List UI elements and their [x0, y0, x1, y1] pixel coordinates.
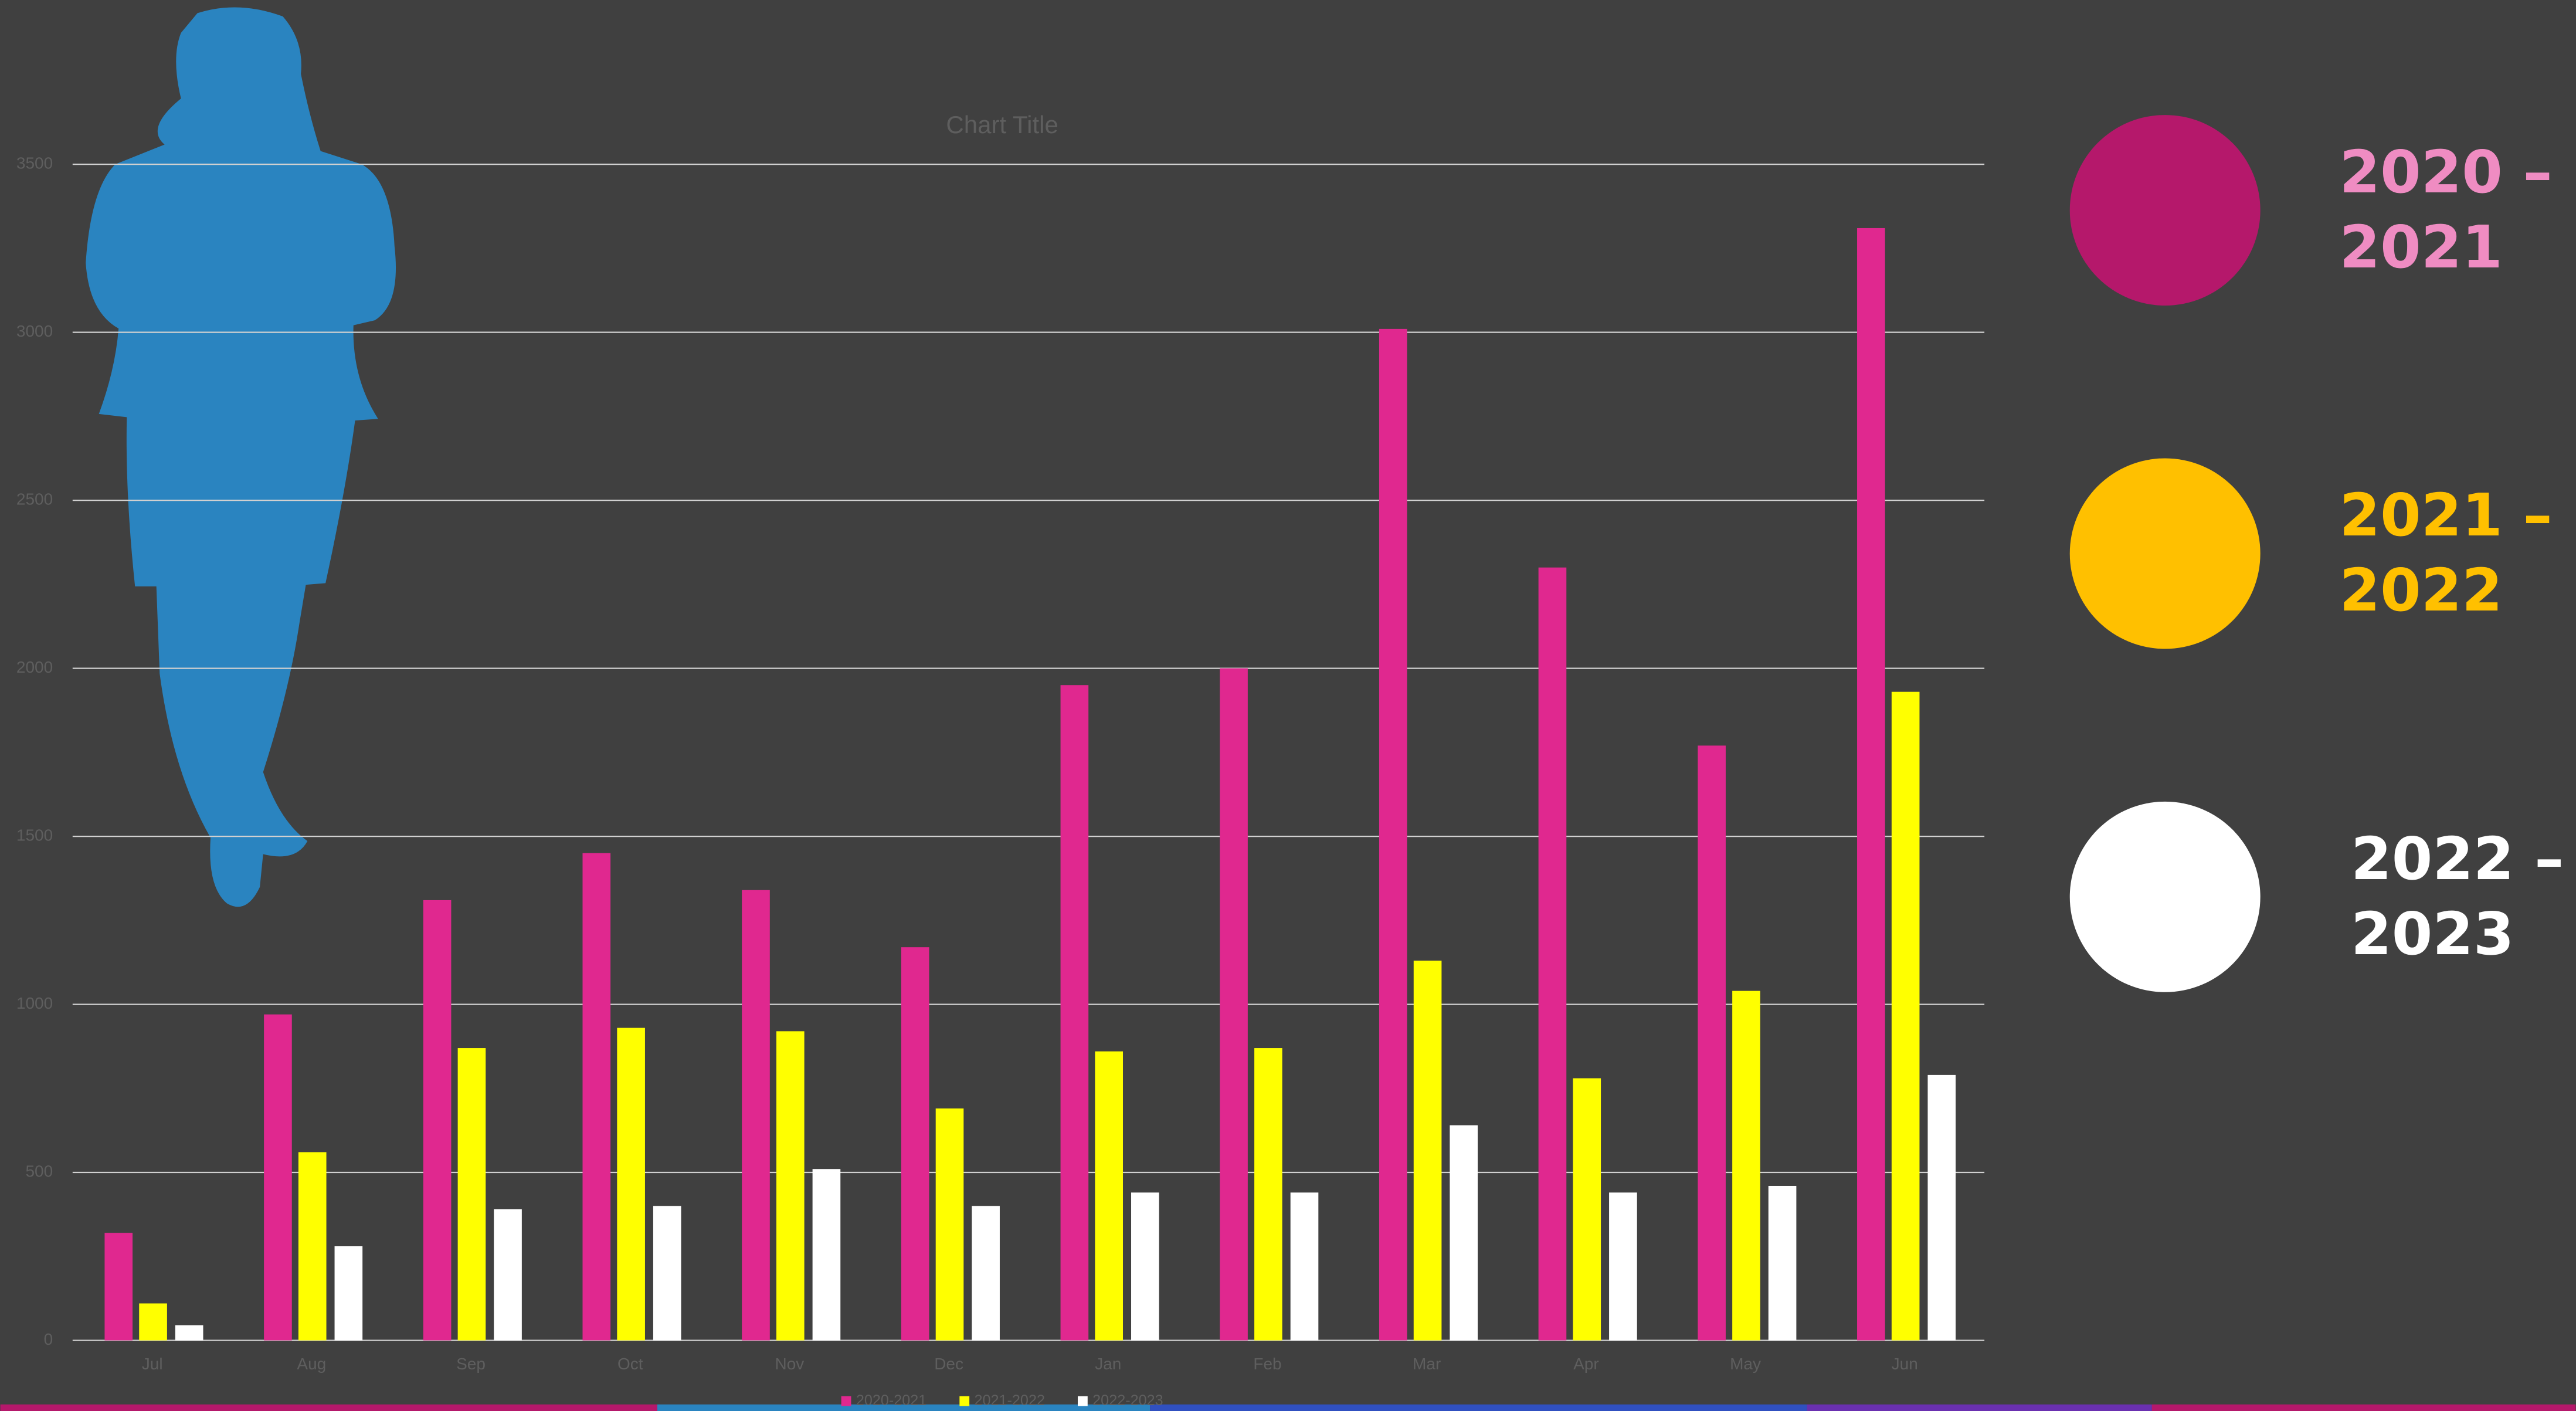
bar: [104, 1233, 133, 1341]
bar: [1290, 1192, 1319, 1341]
x-tick-label: Oct: [617, 1355, 643, 1373]
y-tick-label: 3500: [16, 154, 53, 172]
bar: [423, 900, 452, 1341]
x-tick-label: Apr: [1573, 1355, 1599, 1373]
bar: [617, 1027, 645, 1341]
y-tick-label: 0: [44, 1330, 53, 1348]
bar: [1573, 1078, 1601, 1341]
bar: [264, 1014, 292, 1341]
bar: [1220, 668, 1248, 1341]
legend-swatch: [1077, 1396, 1088, 1406]
bar: [1450, 1125, 1478, 1341]
legend-label: 2020-2021: [856, 1392, 926, 1409]
bar: [298, 1152, 327, 1341]
bar: [935, 1108, 964, 1341]
x-tick-label: Feb: [1253, 1355, 1281, 1373]
bar: [1891, 691, 1920, 1341]
bar: [582, 853, 611, 1341]
x-tick-label: Mar: [1413, 1355, 1441, 1373]
x-tick-label: Sep: [456, 1355, 486, 1373]
y-tick-label: 2000: [16, 658, 53, 676]
footer-stripe: [657, 1404, 1150, 1411]
x-tick-label: Jun: [1892, 1355, 1918, 1373]
bar: [1732, 991, 1760, 1341]
bar: [742, 890, 770, 1341]
y-tick-label: 1500: [16, 826, 53, 844]
bar: [776, 1031, 805, 1341]
bar: [1857, 228, 1885, 1341]
bar: [1131, 1192, 1159, 1341]
legend-swatch: [841, 1396, 851, 1406]
footer-stripe: [0, 1404, 657, 1411]
legend-text: 2022 – 2023: [2351, 824, 2564, 968]
x-tick-label: Aug: [297, 1355, 326, 1373]
bar: [1254, 1048, 1282, 1341]
bar: [139, 1303, 167, 1341]
legend-text: 2020 – 2021: [2339, 137, 2553, 281]
bar: [175, 1325, 203, 1341]
legend-circle: [2069, 458, 2261, 649]
legend-text: 2021 – 2022: [2339, 481, 2553, 625]
bar: [334, 1246, 363, 1341]
x-tick-label: Jan: [1095, 1355, 1121, 1373]
bar: [457, 1048, 486, 1341]
y-tick-label: 500: [25, 1162, 53, 1180]
y-tick-label: 3000: [16, 322, 53, 340]
legend-label: 2021-2022: [975, 1392, 1045, 1409]
bar: [1413, 961, 1442, 1341]
bar: [972, 1206, 1000, 1341]
bar: [901, 947, 929, 1341]
x-tick-label: Jul: [142, 1355, 163, 1373]
bar: [494, 1209, 522, 1341]
chart-title: Chart Title: [946, 111, 1058, 138]
bar: [812, 1169, 841, 1341]
bar: [1609, 1192, 1637, 1341]
y-tick-label: 1000: [16, 994, 53, 1012]
bar: [1379, 328, 1407, 1341]
legend-circle: [2069, 801, 2261, 992]
x-tick-label: Dec: [934, 1355, 963, 1373]
footer-stripe: [1807, 1404, 2152, 1411]
x-tick-label: Nov: [775, 1355, 805, 1373]
bar: [1538, 567, 1567, 1341]
legend-label: 2022-2023: [1092, 1392, 1163, 1409]
bar: [1927, 1074, 1956, 1341]
legend-circle: [2069, 115, 2261, 306]
bar: [1060, 685, 1089, 1341]
legend-swatch: [959, 1396, 970, 1406]
bar: [653, 1206, 681, 1341]
footer-stripe: [2151, 1404, 2576, 1411]
x-tick-label: May: [1730, 1355, 1761, 1373]
bar: [1698, 745, 1726, 1341]
silhouette: [86, 7, 396, 907]
footer-stripe: [1150, 1404, 1807, 1411]
bar: [1768, 1185, 1797, 1341]
bar: [1095, 1051, 1124, 1341]
y-tick-label: 2500: [16, 490, 53, 508]
